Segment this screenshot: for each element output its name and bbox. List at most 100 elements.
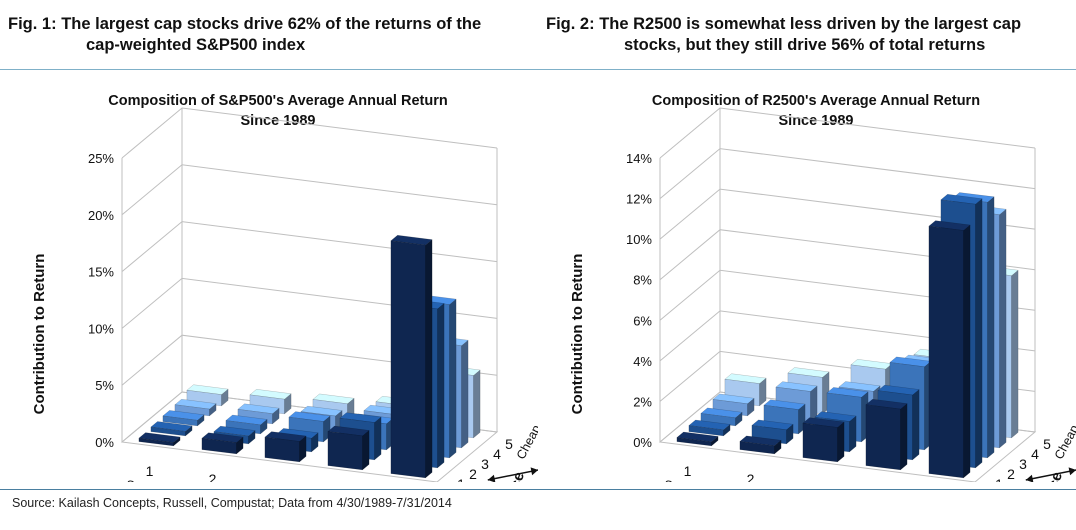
bar-front bbox=[865, 404, 901, 471]
bar-top bbox=[712, 393, 755, 405]
y-tick-label: 10% bbox=[88, 321, 114, 336]
bar-front bbox=[390, 240, 426, 479]
depth-tick-label: 1 bbox=[995, 476, 1003, 482]
bar-side bbox=[999, 208, 1007, 449]
y-tick-label: 5% bbox=[95, 378, 114, 393]
bar bbox=[676, 431, 719, 447]
bar-top bbox=[174, 398, 217, 410]
bar-top bbox=[264, 431, 307, 442]
bar-side bbox=[473, 369, 481, 439]
floor-outline bbox=[658, 391, 1037, 482]
sales-price-arrow-shaft bbox=[1025, 469, 1076, 481]
y-tick-label: 15% bbox=[88, 265, 114, 280]
depth-high-label: Cheap bbox=[514, 423, 538, 462]
bar bbox=[264, 431, 307, 463]
bar bbox=[390, 234, 433, 479]
figure-2-caption: Fig. 2: The R2500 is somewhat less drive… bbox=[546, 14, 1068, 56]
bar-front bbox=[928, 225, 964, 479]
bar bbox=[700, 407, 743, 427]
depth-tick-label: 5 bbox=[505, 436, 513, 452]
figure-1-number: Fig. 1: bbox=[8, 15, 57, 33]
x-tick-label: 2 bbox=[747, 471, 755, 482]
bar-top bbox=[763, 399, 806, 410]
bar-top bbox=[249, 389, 292, 400]
bar-top bbox=[814, 411, 857, 422]
bar bbox=[138, 432, 181, 447]
bar bbox=[162, 410, 205, 427]
bar-top bbox=[775, 381, 818, 392]
bar-top bbox=[724, 373, 767, 384]
bar-top bbox=[787, 367, 830, 378]
figure-1-caption-line1: The largest cap stocks drive 62% of the … bbox=[61, 15, 482, 33]
bar-side bbox=[975, 198, 983, 469]
bar-top bbox=[138, 432, 181, 443]
chart-r2500-3d-bar: Composition of R2500's Average Annual Re… bbox=[569, 93, 1076, 482]
depth-tick-label: 3 bbox=[1019, 456, 1027, 472]
depth-high-label: Cheap bbox=[1052, 423, 1076, 462]
bar bbox=[928, 220, 971, 479]
header-divider bbox=[0, 69, 1076, 70]
chart-title-line2: Since 1989 bbox=[241, 113, 316, 129]
floor-outline bbox=[120, 391, 499, 482]
bar bbox=[802, 417, 845, 463]
depth-tick-label: 4 bbox=[493, 446, 501, 462]
bar-top bbox=[339, 412, 382, 423]
footer-divider bbox=[0, 489, 1076, 490]
bar bbox=[201, 432, 244, 455]
bar-side bbox=[362, 429, 370, 471]
y-axis-title: Contribution to Return bbox=[31, 254, 48, 415]
depth-tick-label: 2 bbox=[469, 466, 477, 482]
bar-side bbox=[461, 339, 469, 449]
bar-top bbox=[838, 381, 881, 392]
bar-top bbox=[676, 431, 719, 443]
bar-front bbox=[201, 437, 237, 455]
sales-price-arrow-shaft bbox=[487, 469, 538, 481]
bar bbox=[186, 384, 229, 407]
bar-top bbox=[225, 414, 268, 426]
bar-front bbox=[688, 425, 724, 437]
bar-front bbox=[150, 426, 186, 437]
y-tick-label: 0% bbox=[633, 435, 652, 450]
bar-top bbox=[688, 419, 731, 431]
bar-top bbox=[700, 407, 743, 419]
figure-1-caption: Fig. 1: The largest cap stocks drive 62%… bbox=[8, 14, 534, 56]
bar-side bbox=[912, 388, 920, 461]
x-tick-label: 1 bbox=[146, 463, 154, 479]
bar bbox=[150, 421, 193, 437]
x-tick-label: 1 bbox=[684, 463, 692, 479]
bar-top bbox=[288, 411, 331, 422]
depth-tick-label: 3 bbox=[481, 456, 489, 472]
y-tick-label: 10% bbox=[626, 232, 652, 247]
bar-top bbox=[213, 425, 256, 437]
bar-top bbox=[751, 419, 794, 431]
bar-top bbox=[739, 435, 782, 447]
bar-top bbox=[865, 398, 908, 410]
bar-side bbox=[963, 224, 971, 479]
bar-top bbox=[162, 410, 205, 421]
sales-price-arrow-tail bbox=[487, 474, 496, 482]
figure-2-number: Fig. 2: bbox=[546, 15, 595, 33]
bar-front bbox=[802, 422, 838, 463]
bar bbox=[865, 398, 908, 471]
bar-side bbox=[837, 421, 845, 463]
y-tick-label: 0% bbox=[95, 435, 114, 450]
bar-front bbox=[162, 415, 198, 427]
depth-tick-label: 2 bbox=[1007, 466, 1015, 482]
bar-side bbox=[374, 416, 382, 461]
y-tick-label: 6% bbox=[633, 313, 652, 328]
bar-top bbox=[826, 387, 869, 398]
figure-2-caption-line2: stocks, but they still drive 56% of tota… bbox=[624, 36, 986, 54]
bar bbox=[739, 435, 782, 455]
chart-title-line1: Composition of R2500's Average Annual Re… bbox=[652, 93, 980, 109]
depth-tick-label: 1 bbox=[457, 476, 465, 482]
bar bbox=[327, 425, 370, 471]
chart-sp500-3d-bar: Composition of S&P500's Average Annual R… bbox=[31, 93, 538, 482]
bar-side bbox=[987, 196, 995, 459]
bar-front bbox=[676, 437, 712, 447]
bar bbox=[174, 398, 217, 417]
bar-top bbox=[327, 425, 370, 437]
bar-front bbox=[739, 441, 775, 455]
bar-side bbox=[1011, 269, 1019, 439]
gridline bbox=[121, 164, 498, 216]
sales-price-arrow-head bbox=[1068, 467, 1076, 476]
